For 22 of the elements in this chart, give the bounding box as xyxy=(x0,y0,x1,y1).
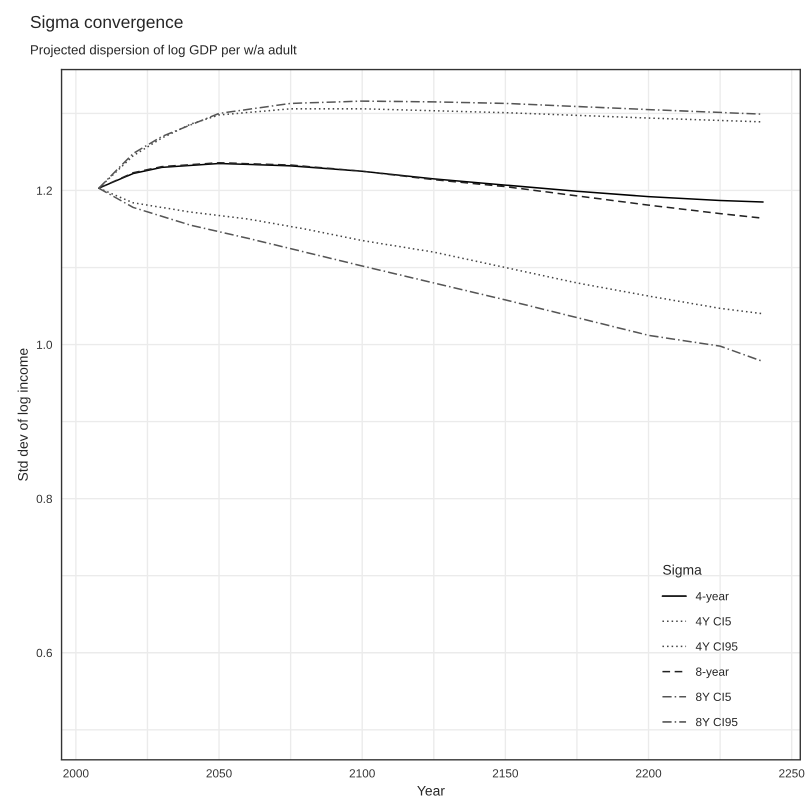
chart-subtitle: Projected dispersion of log GDP per w/a adult xyxy=(31,44,297,58)
x-tick-label: 2200 xyxy=(636,769,662,778)
y-tick-label: 0.8 xyxy=(36,494,52,504)
legend-label: 8-year xyxy=(696,667,729,678)
line-series xyxy=(98,162,764,203)
y-tick-label: 1.2 xyxy=(37,186,52,195)
y-tick-label: 1.0 xyxy=(37,340,52,349)
legend-label: 4Y CI95 xyxy=(696,642,738,651)
legend-label: 8Y CI5 xyxy=(696,692,731,702)
x-tick-label: 2000 xyxy=(63,769,89,778)
legend-label: 4Y CI5 xyxy=(696,617,731,626)
y-tick-label: 0.6 xyxy=(36,648,52,658)
x-axis-title: Year xyxy=(417,786,445,796)
x-tick-label: 2050 xyxy=(206,769,232,778)
legend-label: 4-year xyxy=(696,592,729,603)
chart-title: Sigma convergence xyxy=(30,15,183,32)
x-tick-label: 2250 xyxy=(779,769,804,778)
y-axis-title: Std dev of log income xyxy=(18,348,31,481)
x-tick-label: 2150 xyxy=(492,769,518,778)
legend-label: 8Y CI95 xyxy=(696,718,738,726)
legend-title: Sigma xyxy=(663,564,702,578)
x-tick-label: 2100 xyxy=(350,769,375,778)
